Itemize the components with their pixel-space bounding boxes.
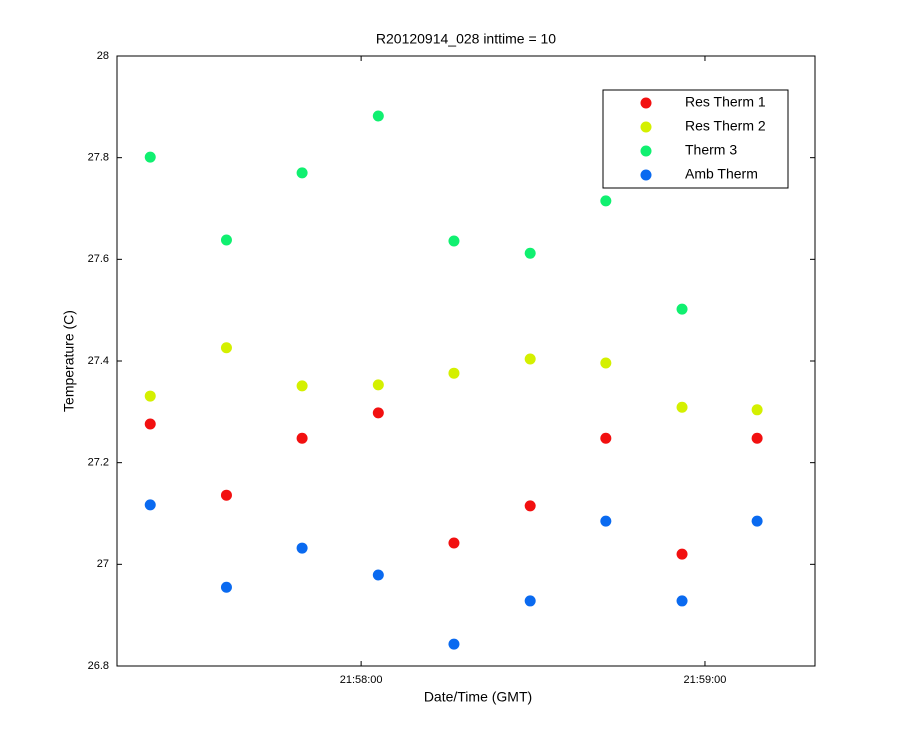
x-axis-label: Date/Time (GMT) [424,689,532,705]
data-point [600,432,612,444]
data-point [296,380,308,392]
data-point [751,515,763,527]
legend-label: Therm 3 [685,142,737,158]
data-point [296,167,308,179]
data-point [600,195,612,207]
data-point [220,234,232,246]
legend-label: Amb Therm [685,166,758,182]
y-tick-label: 27 [97,558,109,570]
data-point [524,595,536,607]
data-point [296,432,308,444]
data-point [448,235,460,247]
data-point [676,401,688,413]
y-tick-label: 27.6 [88,253,109,265]
data-point [144,151,156,163]
data-point [448,537,460,549]
chart-title: R20120914_028 inttime = 10 [376,31,556,47]
data-point [676,595,688,607]
data-point [144,390,156,402]
data-point [751,404,763,416]
y-tick-label: 27.4 [88,355,109,367]
data-point [448,367,460,379]
data-point [220,342,232,354]
data-point [524,500,536,512]
legend-marker [640,97,652,109]
legend-label: Res Therm 1 [685,94,766,110]
y-tick-label: 27.8 [88,152,109,164]
data-point [372,407,384,419]
legend-box [602,89,789,189]
data-point [372,379,384,391]
y-tick-label: 28 [97,50,109,62]
y-tick-label: 27.2 [88,457,109,469]
legend-label: Res Therm 2 [685,118,766,134]
y-axis-label: Temperature (C) [61,310,77,412]
data-point [448,638,460,650]
x-tick-label: 21:58:00 [340,674,383,686]
data-point [220,489,232,501]
y-tick-label: 26.8 [88,660,109,672]
data-point [524,247,536,259]
data-point [220,581,232,593]
data-point [144,418,156,430]
data-point [676,548,688,560]
data-point [296,542,308,554]
legend-marker [640,145,652,157]
data-point [600,357,612,369]
data-point [144,499,156,511]
data-point [676,303,688,315]
legend-marker [640,121,652,133]
data-point [372,110,384,122]
legend-marker [640,169,652,181]
x-tick-label: 21:59:00 [684,674,727,686]
data-point [524,353,536,365]
data-point [372,569,384,581]
data-point [600,515,612,527]
data-point [751,432,763,444]
